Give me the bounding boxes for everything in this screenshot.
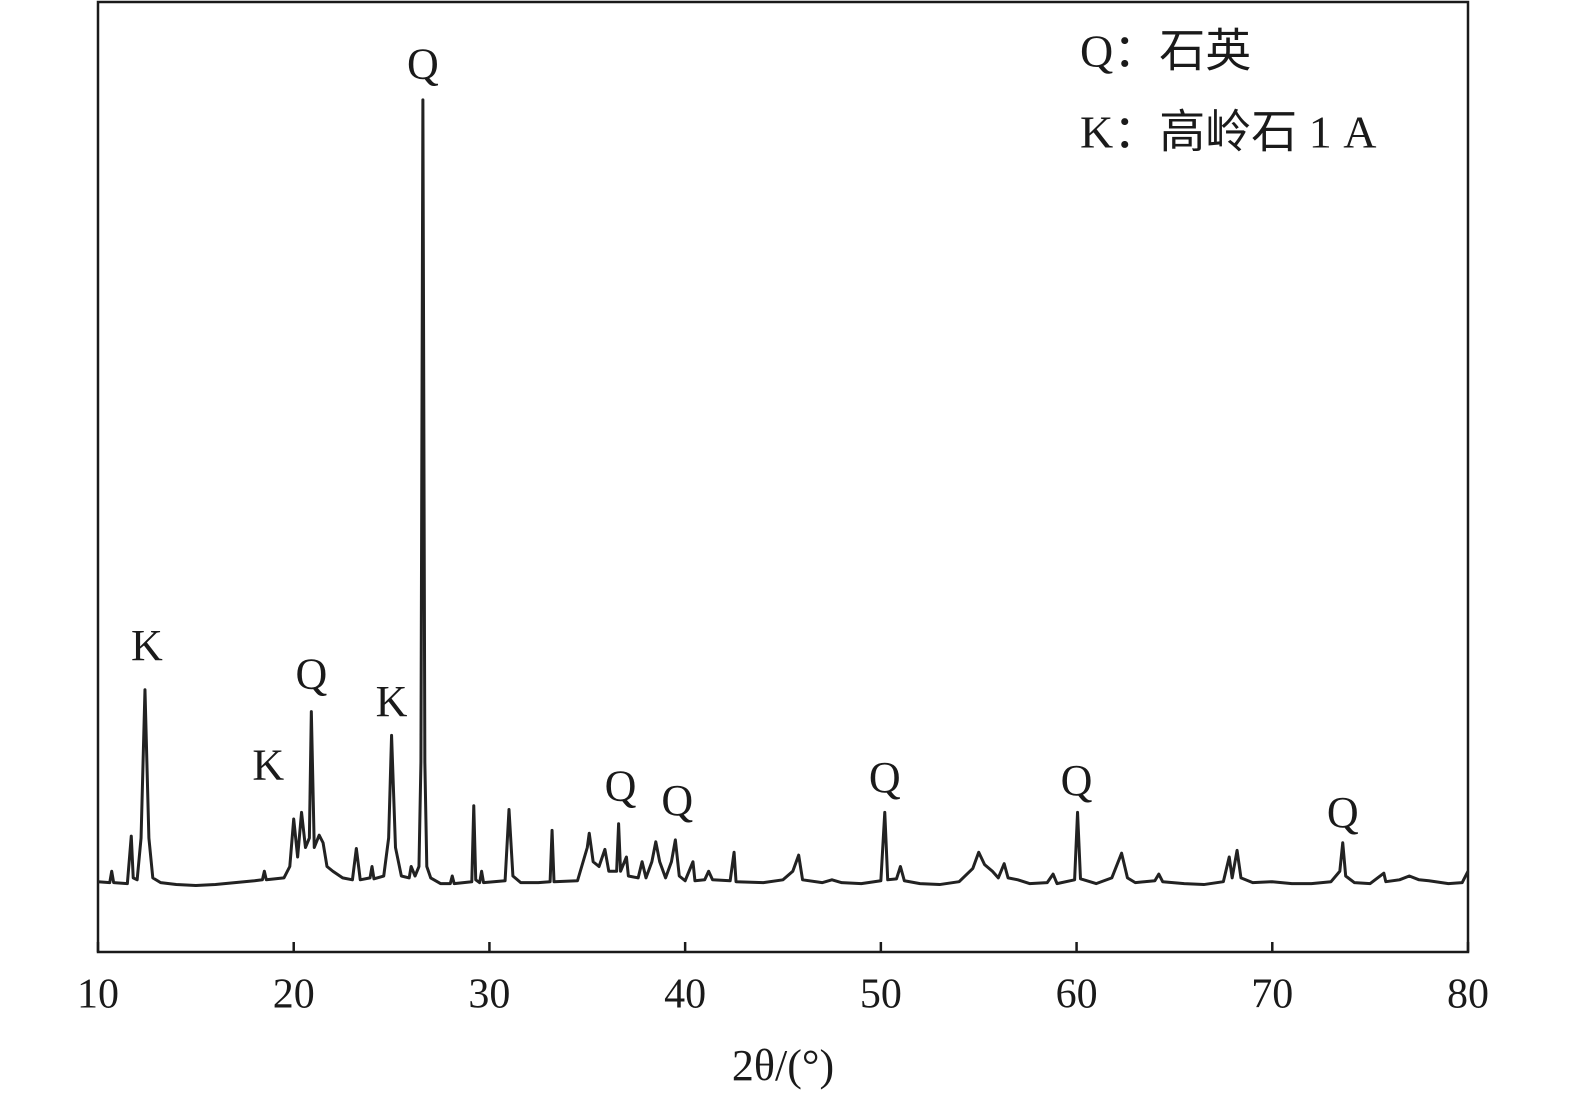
x-axis-label: 2θ/(°)	[732, 1041, 834, 1090]
x-tick-label: 10	[77, 972, 119, 1018]
plot-frame	[96, 0, 1470, 954]
peak-label: Q	[1061, 756, 1093, 805]
x-tick-label: 20	[273, 972, 315, 1018]
peak-label: K	[131, 621, 163, 670]
x-tick-label: 30	[468, 972, 510, 1018]
peak-label: Q	[869, 753, 901, 802]
x-tick-label: 50	[860, 972, 902, 1018]
x-tick-label: 60	[1056, 972, 1098, 1018]
peak-label: Q	[661, 776, 693, 825]
peak-label: Q	[605, 762, 637, 811]
peak-label: Q	[407, 40, 439, 89]
peak-label: K	[376, 677, 408, 726]
legend-text: K：高岭石 1 A	[1080, 107, 1376, 158]
peak-label: Q	[1327, 788, 1359, 837]
x-tick-label: 80	[1447, 972, 1489, 1018]
peak-label: K	[252, 741, 284, 790]
xrd-pattern	[97, 98, 1470, 887]
legend-text: Q：石英	[1080, 26, 1251, 77]
x-tick-label: 70	[1251, 972, 1293, 1018]
peak-label: Q	[295, 649, 327, 698]
x-tick-label: 40	[664, 972, 706, 1018]
